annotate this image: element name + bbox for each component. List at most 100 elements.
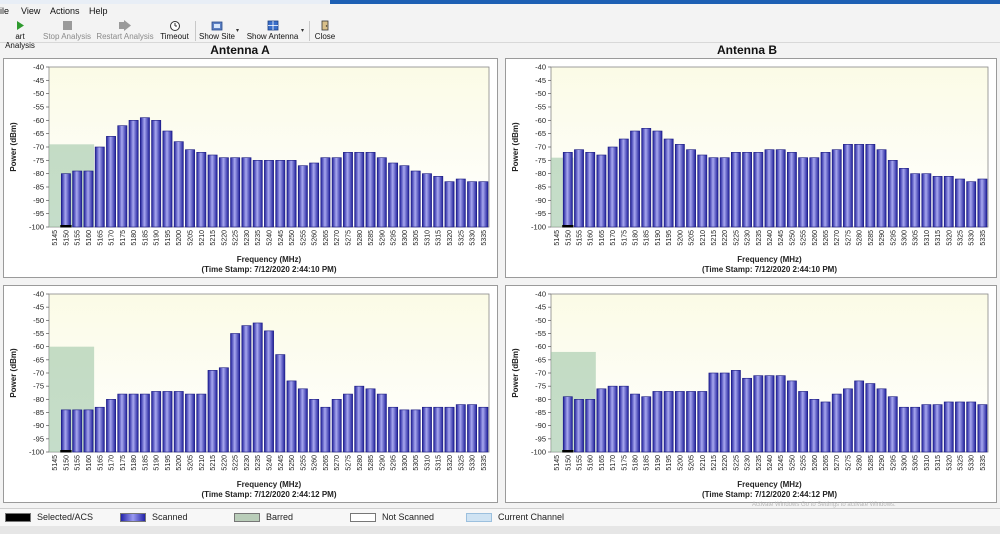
- x-tick-label: 5265: [323, 455, 330, 471]
- x-tick-label: 5210: [199, 230, 206, 246]
- start-analysis-button[interactable]: art Analysis: [0, 19, 40, 50]
- y-tick-label: -95: [535, 434, 546, 443]
- x-tick-label: 5190: [655, 455, 662, 471]
- x-tick-label: 5315: [436, 455, 443, 471]
- bar-5165: [94, 406, 105, 453]
- x-tick-label: 5155: [75, 455, 82, 471]
- bar-5225: [730, 152, 741, 228]
- bar-5180: [128, 393, 139, 453]
- x-tick-label: 5320: [946, 230, 953, 246]
- bar-5265: [820, 152, 831, 228]
- activation-watermark: Activate Windows Go to Settings to activ…: [752, 502, 896, 508]
- y-tick-label: -40: [535, 290, 546, 299]
- x-tick-label: 5160: [86, 230, 93, 246]
- bar-5290: [876, 149, 887, 228]
- bar-5205: [185, 149, 195, 228]
- y-tick-label: -50: [33, 89, 44, 98]
- bar-5205: [686, 149, 696, 228]
- y-tick-label: -75: [535, 382, 546, 391]
- stop-icon: [63, 21, 72, 30]
- x-tick-label: 5170: [610, 230, 617, 246]
- stop-analysis-button[interactable]: Stop Analysis: [42, 19, 92, 43]
- bar-5205: [185, 393, 195, 453]
- x-tick-label: 5190: [655, 230, 662, 246]
- legend-selected: Selected/ACS: [5, 512, 125, 524]
- bar-5190: [151, 391, 162, 453]
- x-tick-label: 5265: [823, 230, 830, 246]
- bar-5170: [106, 136, 116, 228]
- bar-5245: [275, 160, 286, 228]
- bar-5280: [854, 380, 865, 453]
- x-tick-label: 5260: [312, 455, 319, 471]
- selected-channel-marker: [60, 225, 72, 228]
- x-tick-label: 5335: [980, 230, 987, 246]
- status-bar: [0, 526, 1000, 534]
- x-tick-label: 5175: [621, 455, 628, 471]
- bar-5305: [910, 406, 921, 453]
- bar-5175: [117, 393, 128, 453]
- time-stamp: (Time Stamp: 7/12/2020 2:44:10 PM): [702, 265, 837, 274]
- y-tick-label: -75: [33, 156, 44, 165]
- y-tick-label: -95: [33, 434, 44, 443]
- bar-5190: [151, 120, 162, 228]
- menu-bar: ile View Actions Help: [0, 4, 1000, 19]
- y-tick-label: -90: [33, 421, 44, 430]
- x-tick-label: 5250: [789, 455, 796, 471]
- x-tick-label: 5220: [221, 455, 228, 471]
- x-tick-label: 5195: [666, 455, 673, 471]
- y-axis-label: Power (dBm): [9, 122, 18, 172]
- x-tick-label: 5295: [890, 455, 897, 471]
- bar-5250: [286, 380, 297, 453]
- restart-analysis-button[interactable]: Restart Analysis: [95, 19, 155, 43]
- bar-5305: [910, 173, 921, 228]
- x-tick-label: 5275: [345, 455, 352, 471]
- x-tick-label: 5170: [610, 455, 617, 471]
- bar-5325: [955, 178, 965, 228]
- menu-view[interactable]: View: [21, 6, 41, 16]
- bar-5310: [422, 173, 432, 228]
- door-exit-icon: [321, 20, 329, 31]
- bar-5225: [230, 157, 241, 228]
- legend-current-channel: Current Channel: [466, 512, 596, 524]
- show-site-dropdown-icon[interactable]: ▾: [236, 28, 240, 34]
- x-tick-label: 5145: [554, 455, 561, 471]
- menu-file[interactable]: ile: [0, 6, 10, 16]
- x-tick-label: 5160: [86, 455, 93, 471]
- bar-5295: [388, 162, 399, 228]
- x-tick-label: 5250: [289, 455, 296, 471]
- bar-5165: [596, 154, 607, 228]
- x-tick-label: 5320: [447, 455, 454, 471]
- bar-5225: [730, 370, 741, 453]
- x-tick-label: 5185: [142, 230, 149, 246]
- bar-5230: [241, 157, 252, 228]
- legend-swatch-current-channel: [466, 513, 492, 522]
- y-tick-label: -70: [535, 369, 546, 378]
- x-tick-label: 5180: [131, 455, 138, 471]
- close-button[interactable]: Close: [311, 19, 339, 43]
- bar-5185: [641, 396, 652, 453]
- x-tick-label: 5300: [402, 455, 409, 471]
- menu-actions[interactable]: Actions: [50, 6, 80, 16]
- bar-5225: [230, 333, 241, 453]
- show-antenna-button[interactable]: Show Antenna: [245, 19, 300, 43]
- show-antenna-dropdown-icon[interactable]: ▾: [301, 28, 305, 34]
- x-tick-label: 5205: [188, 455, 195, 471]
- bar-5335: [478, 181, 489, 228]
- time-stamp: (Time Stamp: 7/12/2020 2:44:12 PM): [702, 490, 837, 499]
- x-tick-label: 5280: [357, 455, 364, 471]
- x-tick-label: 5330: [969, 230, 976, 246]
- show-antenna-label: Show Antenna: [246, 32, 299, 41]
- x-tick-label: 5165: [599, 455, 606, 471]
- bar-5330: [467, 404, 478, 453]
- bar-5280: [854, 144, 865, 228]
- y-tick-label: -75: [535, 156, 546, 165]
- bar-5190: [652, 130, 663, 228]
- menu-help[interactable]: Help: [89, 6, 108, 16]
- bar-5240: [264, 160, 274, 228]
- legend-swatch-selected: [5, 513, 31, 522]
- y-tick-label: -45: [33, 76, 44, 85]
- bar-5265: [820, 401, 831, 453]
- show-site-button[interactable]: Show Site: [197, 19, 237, 43]
- timeout-button[interactable]: Timeout: [157, 19, 192, 43]
- bar-5215: [207, 370, 218, 453]
